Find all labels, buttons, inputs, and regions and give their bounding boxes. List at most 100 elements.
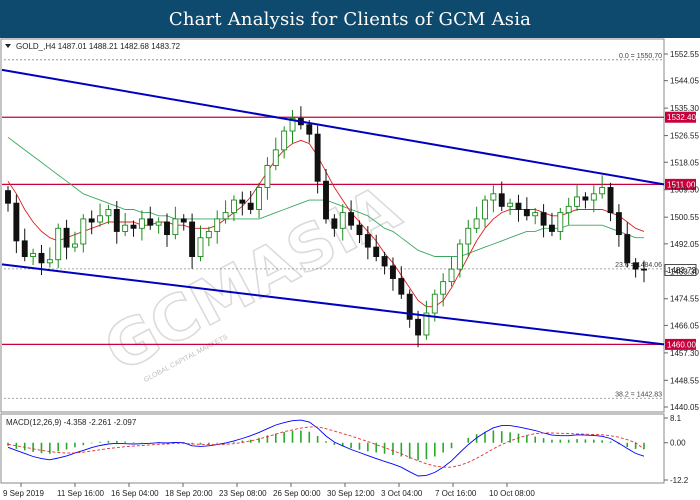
time-tick-label: 30 Sep 12:00 xyxy=(327,489,375,498)
candle-body xyxy=(105,209,112,217)
candle-body xyxy=(205,230,212,239)
time-tick-label: 9 Sep 2019 xyxy=(3,489,44,498)
candle-body xyxy=(164,221,170,236)
candle-body xyxy=(406,293,413,320)
price-tick-label: 1509.30 xyxy=(670,186,699,195)
candle-body xyxy=(172,218,179,236)
candle-body xyxy=(440,281,447,295)
fibonacci-label: 38.2 = 1442.83 xyxy=(615,391,662,398)
level-price-box xyxy=(665,178,696,190)
candle-body xyxy=(122,224,129,232)
candle-body xyxy=(507,202,514,207)
level-layer: 1532.40 1511.00 1460.00 1483.72 xyxy=(2,111,697,350)
candle-body xyxy=(607,187,614,214)
level-price-box xyxy=(665,338,696,350)
candle-body xyxy=(373,246,380,257)
candle-body xyxy=(30,252,37,257)
chart: GCMASIA GLOBAL CAPITAL MARKETS 0.0 = 155… xyxy=(0,38,699,498)
candle-body xyxy=(398,278,405,295)
candle-body xyxy=(55,227,62,261)
candle-body xyxy=(138,218,145,229)
candle-body xyxy=(71,243,78,248)
price-tick-label: 1448.55 xyxy=(670,376,699,385)
time-tick-label: 7 Oct 16:00 xyxy=(435,489,477,498)
candle-body xyxy=(465,227,472,245)
candle-body xyxy=(155,221,162,226)
candle-body xyxy=(448,268,455,283)
candle-body xyxy=(197,237,204,257)
candle-body xyxy=(415,318,422,336)
fibonacci-layer: 0.0 = 1550.70 23.6 = 1484.06 38.2 = 1442.8… xyxy=(4,53,664,399)
candle-body xyxy=(189,221,196,257)
macd-tick-label: -12.2 xyxy=(670,476,689,485)
time-tick-label: 10 Oct 08:00 xyxy=(489,489,535,498)
current-price-box xyxy=(664,264,697,276)
candle-body xyxy=(641,268,647,271)
candle-body xyxy=(540,212,547,226)
candle-body xyxy=(281,130,288,151)
candle-body xyxy=(490,193,497,201)
candle-body xyxy=(272,149,279,166)
macd-tick-label: 8.1 xyxy=(670,414,682,423)
candle-body xyxy=(264,165,271,188)
price-tick-label: 1440.05 xyxy=(670,403,699,412)
candle-body xyxy=(423,312,430,336)
price-tick-label: 1466.05 xyxy=(670,321,699,330)
candle-body xyxy=(473,218,480,229)
candle-body xyxy=(230,199,237,214)
time-tick-label: 16 Sep 04:00 xyxy=(111,489,159,498)
price-tick-label: 1552.55 xyxy=(670,50,699,59)
channel-upper-line xyxy=(1,68,665,186)
candle-body xyxy=(38,252,45,264)
banner-title: Chart Analysis for Clients of GCM Asia xyxy=(168,8,532,30)
candle-body xyxy=(88,218,95,223)
candle-body xyxy=(5,190,11,204)
level-price-label: 1511.00 xyxy=(667,180,696,189)
candle-body xyxy=(222,212,229,220)
candle-body xyxy=(348,212,355,226)
candle-body xyxy=(113,209,120,232)
candle-body xyxy=(532,212,539,217)
candle-body xyxy=(289,118,296,132)
channel-lower-line xyxy=(1,263,665,346)
time-tick-label: 23 Sep 08:00 xyxy=(219,489,267,498)
macd-label: MACD(12,26,9) -4.358 -2.261 -2.097 xyxy=(6,418,137,427)
fibonacci-label: 23.6 = 1484.06 xyxy=(615,262,662,269)
candle-body xyxy=(389,265,396,279)
macd-panel xyxy=(0,413,665,484)
time-tick-label: 3 Oct 04:00 xyxy=(381,489,423,498)
candle-body xyxy=(515,202,522,210)
price-tick-label: 1483.30 xyxy=(670,267,699,276)
candle-body xyxy=(548,224,555,232)
candle-body xyxy=(615,212,622,236)
candle-body xyxy=(599,187,606,195)
candle-body xyxy=(180,218,187,223)
candle-body xyxy=(523,209,530,217)
level-price-label: 1460.00 xyxy=(667,340,696,349)
macd-line xyxy=(7,419,645,477)
channel-layer xyxy=(1,68,665,346)
level-price-box xyxy=(665,111,696,123)
candle-body xyxy=(482,199,488,220)
candle-body xyxy=(256,187,263,210)
fibonacci-label: 0.0 = 1550.70 xyxy=(619,53,662,60)
time-tick-label: 26 Sep 00:00 xyxy=(273,489,321,498)
time-tick-label: 11 Sep 16:00 xyxy=(57,489,105,498)
macd-tick-label: 0.00 xyxy=(670,439,686,448)
candle-body xyxy=(381,256,388,267)
candle-body xyxy=(247,202,254,210)
candle-body xyxy=(456,243,463,270)
candle-body xyxy=(147,218,154,226)
candle-body xyxy=(624,234,631,264)
candle-body xyxy=(557,212,564,232)
price-tick-label: 1492.05 xyxy=(670,240,699,249)
candle-body xyxy=(214,218,221,232)
candle-body xyxy=(80,218,87,245)
candle-body xyxy=(565,205,572,214)
candle-body xyxy=(498,193,505,207)
candle-body xyxy=(632,262,639,270)
candle-body xyxy=(306,124,313,135)
candle-body xyxy=(574,196,581,207)
banner: Chart Analysis for Clients of GCM Asia xyxy=(0,0,700,38)
header-triangle-icon xyxy=(5,44,11,48)
